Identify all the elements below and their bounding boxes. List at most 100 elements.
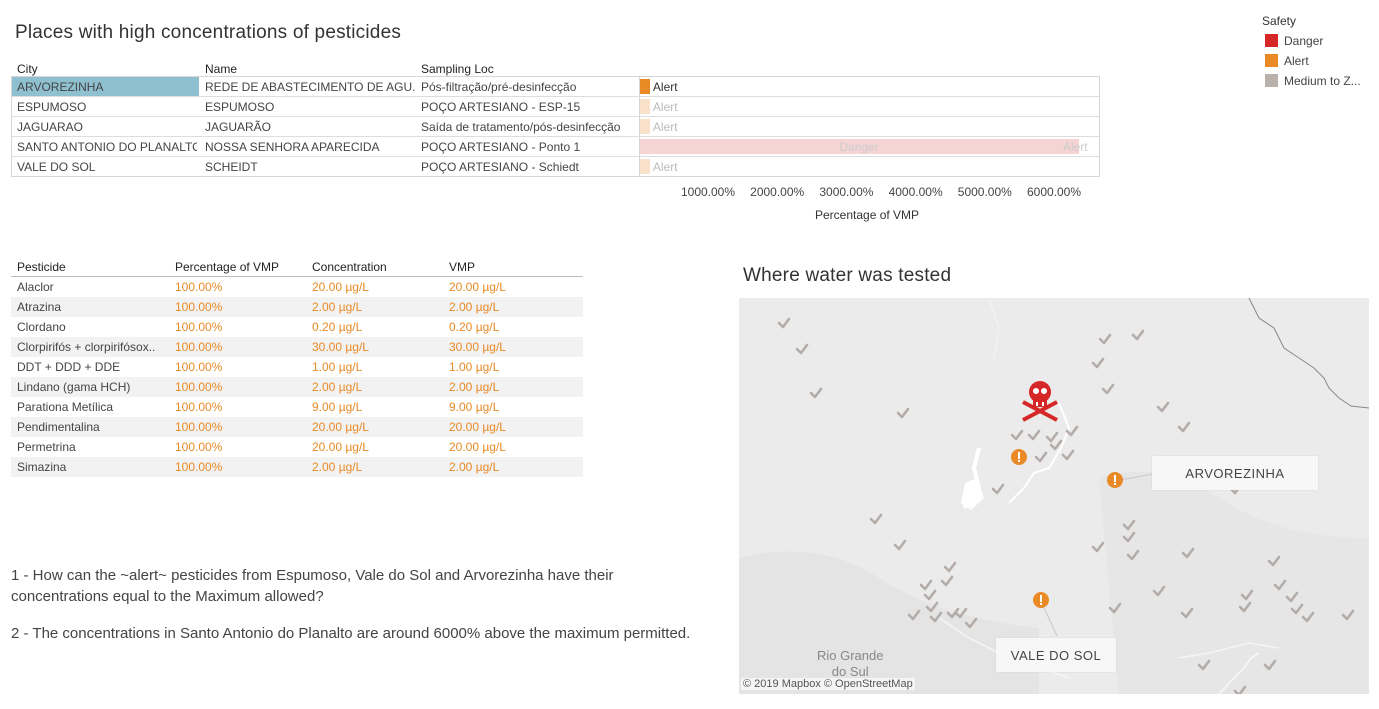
checkmark-icon[interactable] <box>946 606 960 620</box>
cell-pesticide[interactable]: Clorpirifós + clorpirifósox.. <box>17 340 156 354</box>
checkmark-icon[interactable] <box>1131 328 1145 342</box>
danger-skull-icon[interactable] <box>1019 380 1063 426</box>
checkmark-icon[interactable] <box>964 616 978 630</box>
vmp-bar[interactable] <box>640 99 650 114</box>
cell-concentration[interactable]: 0.20 µg/L <box>312 320 363 334</box>
checkmark-icon[interactable] <box>1180 606 1194 620</box>
legend-label-alert[interactable]: Alert <box>1284 54 1309 68</box>
cell-concentration[interactable]: 30.00 µg/L <box>312 340 369 354</box>
cell-percentage[interactable]: 100.00% <box>175 380 223 394</box>
map[interactable]: ARVOREZINHA VALE DO SOL Rio Grande do Su… <box>739 298 1369 694</box>
cell-pesticide[interactable]: DDT + DDD + DDE <box>17 360 121 374</box>
checkmark-icon[interactable] <box>1098 332 1112 346</box>
checkmark-icon[interactable] <box>893 538 907 552</box>
checkmark-icon[interactable] <box>929 610 943 624</box>
cell-sampling-loc[interactable]: Saída de tratamento/pós-desinfecção <box>421 120 621 134</box>
cell-sampling-loc[interactable]: POÇO ARTESIANO - Schiedt <box>421 160 579 174</box>
cell-concentration[interactable]: 9.00 µg/L <box>312 400 363 414</box>
cell-vmp[interactable]: 2.00 µg/L <box>449 380 500 394</box>
checkmark-icon[interactable] <box>1122 518 1136 532</box>
cell-vmp[interactable]: 9.00 µg/L <box>449 400 500 414</box>
legend-label-medium[interactable]: Medium to Z... <box>1284 74 1361 88</box>
cell-city[interactable]: VALE DO SOL <box>17 160 96 174</box>
cell-sampling-loc[interactable]: POÇO ARTESIANO - ESP-15 <box>421 100 581 114</box>
checkmark-icon[interactable] <box>1108 601 1122 615</box>
checkmark-icon[interactable] <box>954 606 968 620</box>
checkmark-icon[interactable] <box>1152 584 1166 598</box>
cell-percentage[interactable]: 100.00% <box>175 320 223 334</box>
vmp-bar[interactable] <box>640 159 650 174</box>
cell-percentage[interactable]: 100.00% <box>175 440 223 454</box>
cell-percentage[interactable]: 100.00% <box>175 280 223 294</box>
checkmark-icon[interactable] <box>925 600 939 614</box>
cell-vmp[interactable]: 20.00 µg/L <box>449 280 506 294</box>
map-label-arvorezinha[interactable]: ARVOREZINHA <box>1152 456 1318 490</box>
cell-city[interactable]: JAGUARAO <box>17 120 84 134</box>
checkmark-icon[interactable] <box>1034 450 1048 464</box>
map-label-valedosol[interactable]: VALE DO SOL <box>996 638 1116 672</box>
cell-pesticide[interactable]: Simazina <box>17 460 67 474</box>
legend-swatch-danger[interactable] <box>1265 34 1278 47</box>
vmp-bar[interactable] <box>640 119 650 134</box>
cell-city[interactable]: SANTO ANTONIO DO PLANALTO <box>17 140 197 154</box>
checkmark-icon[interactable] <box>1010 428 1024 442</box>
checkmark-icon[interactable] <box>1122 530 1136 544</box>
legend-label-danger[interactable]: Danger <box>1284 34 1324 48</box>
checkmark-icon[interactable] <box>907 608 921 622</box>
checkmark-icon[interactable] <box>1238 600 1252 614</box>
cell-name[interactable]: ESPUMOSO <box>205 100 275 114</box>
cell-concentration[interactable]: 1.00 µg/L <box>312 360 363 374</box>
cell-percentage[interactable]: 100.00% <box>175 400 223 414</box>
checkmark-icon[interactable] <box>991 482 1005 496</box>
checkmark-icon[interactable] <box>1181 546 1195 560</box>
cell-city[interactable]: ESPUMOSO <box>17 100 87 114</box>
cell-pesticide[interactable]: Alaclor <box>17 280 54 294</box>
checkmark-icon[interactable] <box>1233 684 1247 694</box>
map-attribution[interactable]: © 2019 Mapbox © OpenStreetMap <box>741 678 915 690</box>
checkmark-icon[interactable] <box>943 560 957 574</box>
cell-pesticide[interactable]: Permetrina <box>17 440 76 454</box>
checkmark-icon[interactable] <box>809 386 823 400</box>
cell-vmp[interactable]: 20.00 µg/L <box>449 440 506 454</box>
cell-name[interactable]: SCHEIDT <box>205 160 258 174</box>
cell-name[interactable]: NOSSA SENHORA APARECIDA <box>205 140 380 154</box>
checkmark-icon[interactable] <box>1301 610 1315 624</box>
cell-concentration[interactable]: 20.00 µg/L <box>312 280 369 294</box>
legend-swatch-medium[interactable] <box>1265 74 1278 87</box>
checkmark-icon[interactable] <box>919 578 933 592</box>
checkmark-icon[interactable] <box>1290 602 1304 616</box>
checkmark-icon[interactable] <box>1285 590 1299 604</box>
cell-pesticide[interactable]: Lindano (gama HCH) <box>17 380 131 394</box>
cell-percentage[interactable]: 100.00% <box>175 460 223 474</box>
cell-pesticide[interactable]: Atrazina <box>17 300 62 314</box>
legend-swatch-alert[interactable] <box>1265 54 1278 67</box>
cell-sampling-loc[interactable]: POÇO ARTESIANO - Ponto 1 <box>421 140 581 154</box>
checkmark-icon[interactable] <box>1091 356 1105 370</box>
checkmark-icon[interactable] <box>795 342 809 356</box>
vmp-bar[interactable] <box>640 79 650 94</box>
cell-percentage[interactable]: 100.00% <box>175 340 223 354</box>
cell-vmp[interactable]: 20.00 µg/L <box>449 420 506 434</box>
checkmark-icon[interactable] <box>1091 540 1105 554</box>
checkmark-icon[interactable] <box>869 512 883 526</box>
checkmark-icon[interactable] <box>1045 430 1059 444</box>
cell-pesticide[interactable]: Clordano <box>17 320 66 334</box>
checkmark-icon[interactable] <box>1267 554 1281 568</box>
checkmark-icon[interactable] <box>1065 424 1079 438</box>
cell-concentration[interactable]: 20.00 µg/L <box>312 420 369 434</box>
cell-sampling-loc[interactable]: Pós-filtração/pré-desinfecção <box>421 80 577 94</box>
checkmark-icon[interactable] <box>1061 448 1075 462</box>
alert-marker-arvorezinha-icon[interactable] <box>1106 471 1124 489</box>
checkmark-icon[interactable] <box>923 588 937 602</box>
cell-concentration[interactable]: 2.00 µg/L <box>312 460 363 474</box>
checkmark-icon[interactable] <box>1126 548 1140 562</box>
checkmark-icon[interactable] <box>1156 400 1170 414</box>
checkmark-icon[interactable] <box>1101 382 1115 396</box>
checkmark-icon[interactable] <box>1263 658 1277 672</box>
cell-percentage[interactable]: 100.00% <box>175 420 223 434</box>
cell-pesticide[interactable]: Pendimentalina <box>17 420 100 434</box>
cell-name[interactable]: JAGUARÃO <box>205 120 272 134</box>
cell-percentage[interactable]: 100.00% <box>175 300 223 314</box>
vmp-bar[interactable] <box>640 139 1079 154</box>
cell-name[interactable]: REDE DE ABASTECIMENTO DE AGU.. <box>205 80 415 94</box>
